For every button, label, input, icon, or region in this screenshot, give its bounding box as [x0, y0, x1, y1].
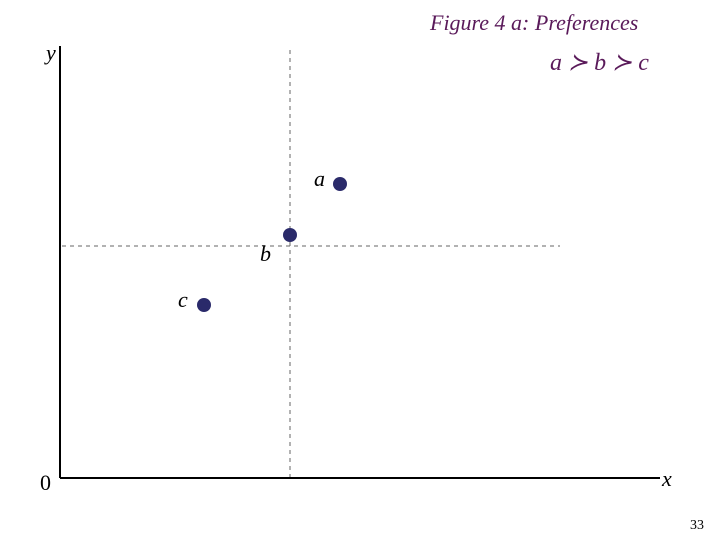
figure-container: Figure 4 a: Preferences a ≻ b ≻ c y x 0 …	[0, 0, 720, 540]
point-label-a: a	[314, 166, 325, 192]
page-number: 33	[690, 518, 704, 534]
origin-label: 0	[40, 470, 51, 496]
figure-title: Figure 4 a: Preferences	[430, 10, 638, 36]
preference-relation: a ≻ b ≻ c	[550, 48, 649, 77]
point-label-b: b	[260, 241, 271, 267]
x-axis-label: x	[662, 466, 672, 492]
chart-canvas	[0, 0, 720, 540]
point-label-c: c	[178, 287, 188, 313]
y-axis-label: y	[46, 40, 56, 66]
